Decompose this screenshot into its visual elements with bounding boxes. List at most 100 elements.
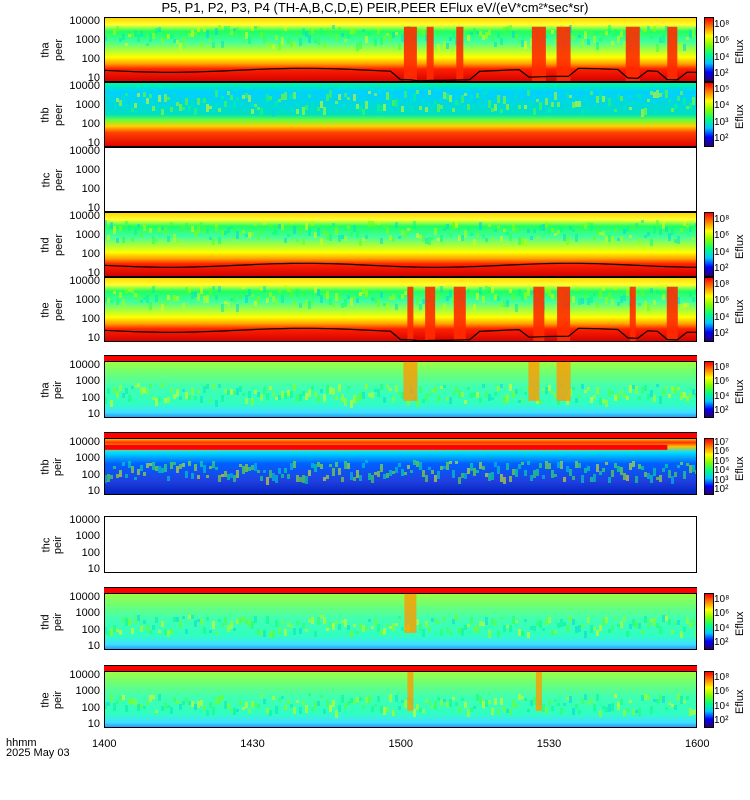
mode-bar (104, 587, 697, 593)
noise-pixel (470, 95, 473, 98)
noise-pixel (107, 235, 110, 240)
noise-pixel (596, 42, 599, 50)
noise-pixel (314, 464, 317, 472)
noise-pixel (599, 398, 602, 405)
noise-pixel (419, 30, 422, 34)
noise-pixel (431, 470, 434, 474)
y-tick-label: 1000 (75, 99, 100, 111)
noise-pixel (611, 41, 614, 45)
noise-pixel (314, 631, 317, 637)
noise-pixel (293, 628, 296, 635)
noise-pixel (503, 229, 506, 232)
noise-pixel (620, 31, 623, 37)
noise-pixel (503, 396, 506, 404)
noise-pixel (596, 694, 599, 701)
noise-pixel (347, 386, 350, 389)
noise-pixel (515, 620, 518, 623)
noise-pixel (659, 396, 662, 404)
noise-pixel (668, 394, 671, 398)
noise-pixel (626, 396, 629, 400)
noise-pixel (551, 470, 554, 478)
noise-pixel (608, 25, 611, 33)
noise-pixel (365, 235, 368, 239)
noise-pixel (590, 295, 593, 303)
noise-pixel (656, 290, 659, 294)
noise-pixel (182, 37, 185, 44)
noise-pixel (131, 386, 134, 389)
noise-pixel (299, 38, 302, 46)
noise-pixel (113, 703, 116, 711)
noise-pixel (302, 291, 305, 296)
noise-pixel (524, 392, 527, 395)
noise-pixel (269, 292, 272, 297)
noise-pixel (494, 104, 497, 111)
spectrogram-svg (104, 516, 697, 573)
noise-pixel (431, 237, 434, 240)
noise-pixel (104, 627, 107, 634)
noise-pixel (311, 29, 314, 34)
noise-pixel (398, 463, 401, 467)
noise-pixel (281, 391, 284, 398)
noise-pixel (452, 108, 455, 112)
noise-pixel (530, 101, 533, 106)
noise-pixel (467, 624, 470, 627)
noise-pixel (356, 697, 359, 702)
noise-pixel (635, 710, 638, 713)
noise-pixel (308, 35, 311, 43)
noise-pixel (515, 304, 518, 312)
colorbar (704, 671, 714, 728)
noise-pixel (173, 234, 176, 242)
noise-pixel (281, 94, 284, 100)
spectrogram-thb-peer (104, 82, 697, 147)
noise-pixel (272, 44, 275, 49)
spectrogram-the-peer (104, 277, 697, 342)
noise-pixel (176, 466, 179, 473)
noise-pixel (356, 396, 359, 402)
noise-pixel (137, 294, 140, 301)
noise-pixel (164, 398, 167, 403)
noise-pixel (563, 477, 566, 482)
noise-pixel (659, 37, 662, 43)
noise-pixel (323, 107, 326, 115)
noise-pixel (458, 235, 461, 241)
noise-pixel (104, 702, 107, 709)
noise-pixel (140, 31, 143, 37)
noise-pixel (665, 285, 668, 288)
noise-pixel (422, 399, 425, 403)
noise-pixel (134, 30, 137, 37)
noise-pixel (227, 91, 230, 95)
noise-pixel (551, 294, 554, 299)
noise-pixel (506, 104, 509, 110)
noise-pixel (449, 699, 452, 707)
noise-pixel (287, 390, 290, 396)
noise-pixel (293, 461, 296, 468)
noise-pixel (194, 32, 197, 35)
noise-pixel (548, 288, 551, 296)
noise-pixel (401, 700, 404, 703)
noise-pixel (350, 107, 353, 110)
noise-pixel (590, 698, 593, 703)
noise-pixel (590, 397, 593, 403)
y-tick-label: 10000 (69, 275, 100, 287)
noise-pixel (683, 221, 686, 226)
noise-pixel (584, 390, 587, 393)
colorbar-tick-label: 10³ (714, 474, 729, 486)
noise-pixel (551, 30, 554, 34)
noise-pixel (458, 706, 461, 713)
noise-pixel (671, 704, 674, 707)
noise-pixel (632, 461, 635, 467)
noise-pixel (506, 709, 509, 713)
noise-pixel (197, 226, 200, 233)
noise-pixel (473, 28, 476, 31)
noise-pixel (233, 628, 236, 631)
noise-pixel (233, 238, 236, 241)
colorbar-tick-label: 10⁶ (714, 230, 730, 242)
noise-pixel (125, 93, 128, 96)
noise-pixel (119, 470, 122, 477)
noise-pixel (476, 392, 479, 398)
noise-pixel (347, 463, 350, 469)
noise-pixel (386, 227, 389, 234)
noise-pixel (605, 400, 608, 407)
noise-pixel (476, 233, 479, 238)
colorbar-tick-label: 10² (714, 67, 729, 79)
